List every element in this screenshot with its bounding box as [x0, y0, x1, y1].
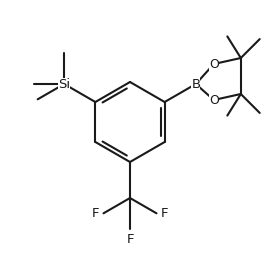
Text: B: B: [191, 77, 200, 90]
Text: O: O: [209, 57, 219, 70]
Text: Si: Si: [58, 77, 70, 90]
Text: F: F: [126, 233, 134, 246]
Text: F: F: [160, 207, 168, 220]
Text: O: O: [209, 94, 219, 107]
Text: F: F: [92, 207, 99, 220]
